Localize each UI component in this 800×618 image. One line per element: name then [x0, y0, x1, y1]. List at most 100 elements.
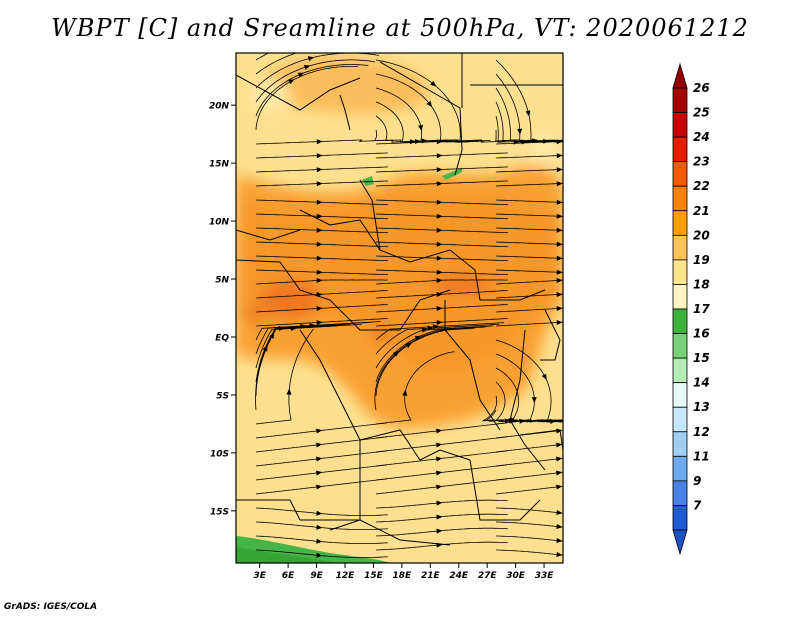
streamline-arrow [556, 278, 563, 283]
streamline-arrow [436, 428, 443, 434]
streamline-arrow [436, 292, 443, 297]
streamline-arrow [436, 255, 443, 261]
streamline [495, 269, 563, 273]
streamline [496, 535, 563, 542]
streamline-arrow [316, 538, 323, 544]
streamline [496, 507, 563, 514]
streamline-arrow [556, 167, 563, 173]
colorbar-segment [672, 185, 688, 212]
streamline-arrow [316, 241, 323, 247]
streamline-arrow [436, 153, 443, 159]
streamline-arrow [316, 306, 323, 311]
streamline-arrow [549, 419, 557, 424]
streamline-arrow [556, 442, 563, 448]
colorbar-segment [672, 357, 688, 384]
lat-tick-label: 10S [210, 449, 229, 459]
streamline [495, 321, 563, 327]
streamline [495, 227, 563, 231]
streamline [496, 521, 563, 528]
colorbar-level-label: 19 [693, 253, 710, 267]
lon-tick-label: 15E [364, 571, 384, 581]
streamline-arrow [556, 484, 563, 490]
country-border [299, 329, 471, 461]
country-border [236, 229, 301, 241]
streamline-arrow [316, 278, 323, 283]
country-borders [236, 53, 563, 546]
colorbar-segment [672, 333, 688, 359]
streamline-arrow [556, 181, 563, 187]
streamline-arrow [436, 278, 443, 283]
streamline-arrow [316, 213, 323, 219]
streamline-arrow [436, 500, 443, 506]
streamline-arrow [436, 470, 443, 476]
streamline-arrow [422, 327, 429, 333]
streamline [495, 443, 563, 453]
streamline-arrow [307, 56, 315, 62]
streamline-arrow [288, 79, 295, 85]
streamline-arrow [532, 138, 539, 144]
lat-tick-label: EQ [215, 333, 229, 343]
streamline-arrow [541, 373, 547, 381]
streamline-arrow [556, 227, 563, 233]
colorbar-level-label: 15 [693, 351, 710, 365]
streamline-arrow [392, 350, 399, 357]
streamline [495, 155, 563, 159]
streamline-arrow [556, 199, 563, 205]
lon-tick-label: 6E [282, 571, 295, 581]
colorbar-segment [672, 455, 688, 482]
lat-tick-label: 5N [215, 276, 229, 286]
country-border [299, 209, 381, 251]
colorbar-bottom-arrow [672, 529, 688, 556]
colorbar-segment [672, 210, 688, 236]
colorbar-segment [672, 406, 688, 433]
streamline-arrow [278, 325, 285, 331]
streamline [496, 549, 563, 556]
streamline-arrow [531, 397, 537, 404]
country-border [359, 179, 546, 301]
streamline-arrow [556, 320, 563, 325]
streamline-arrow [316, 199, 323, 205]
streamline-arrow [556, 306, 563, 311]
streamline-arrow [543, 138, 550, 144]
streamline-arrow [436, 167, 443, 173]
streamline-arrow [316, 269, 323, 275]
streamline [495, 199, 563, 203]
country-border [519, 429, 563, 451]
colorbar-level-label: 9 [693, 474, 701, 488]
streamline-arrow [436, 442, 443, 448]
streamline-arrow [316, 320, 323, 325]
streamline-arrow [286, 388, 292, 395]
streamline-arrow [262, 344, 268, 352]
streamline-arrow [436, 199, 443, 205]
lon-tick-label: 30E [506, 571, 526, 581]
lon-tick-label: 12E [336, 571, 356, 581]
country-border [236, 259, 451, 331]
country-border [236, 499, 301, 521]
grads-credit: GrADS: IGES/COLA [4, 602, 98, 612]
colorbar-level-label: 7 [693, 498, 702, 512]
streamline-arrow [436, 139, 443, 145]
colorbar-segment [672, 284, 688, 310]
colorbar-segment [672, 308, 688, 334]
streamline-arrow [316, 470, 323, 476]
colorbar-segment [672, 87, 688, 113]
streamline-arrow [436, 484, 443, 490]
streamline [495, 169, 563, 173]
streamline-arrow [316, 484, 323, 490]
streamline [495, 213, 563, 217]
colorbar-level-label: 14 [693, 376, 710, 390]
colorbar-segment [672, 431, 688, 457]
colorbar-level-label: 20 [693, 228, 710, 242]
streamline-arrow [436, 528, 443, 534]
streamline-arrow [316, 524, 323, 530]
colorbar-level-label: 26 [693, 81, 710, 95]
streamline-arrow [436, 213, 443, 219]
streamline-arrow [418, 124, 423, 132]
colorbar-level-label: 23 [693, 155, 710, 169]
country-border [339, 94, 351, 131]
country-border [379, 61, 463, 176]
colorbar-level-label: 17 [693, 302, 710, 316]
colorbar-segment [672, 259, 688, 285]
colorbar-segment [672, 112, 688, 138]
